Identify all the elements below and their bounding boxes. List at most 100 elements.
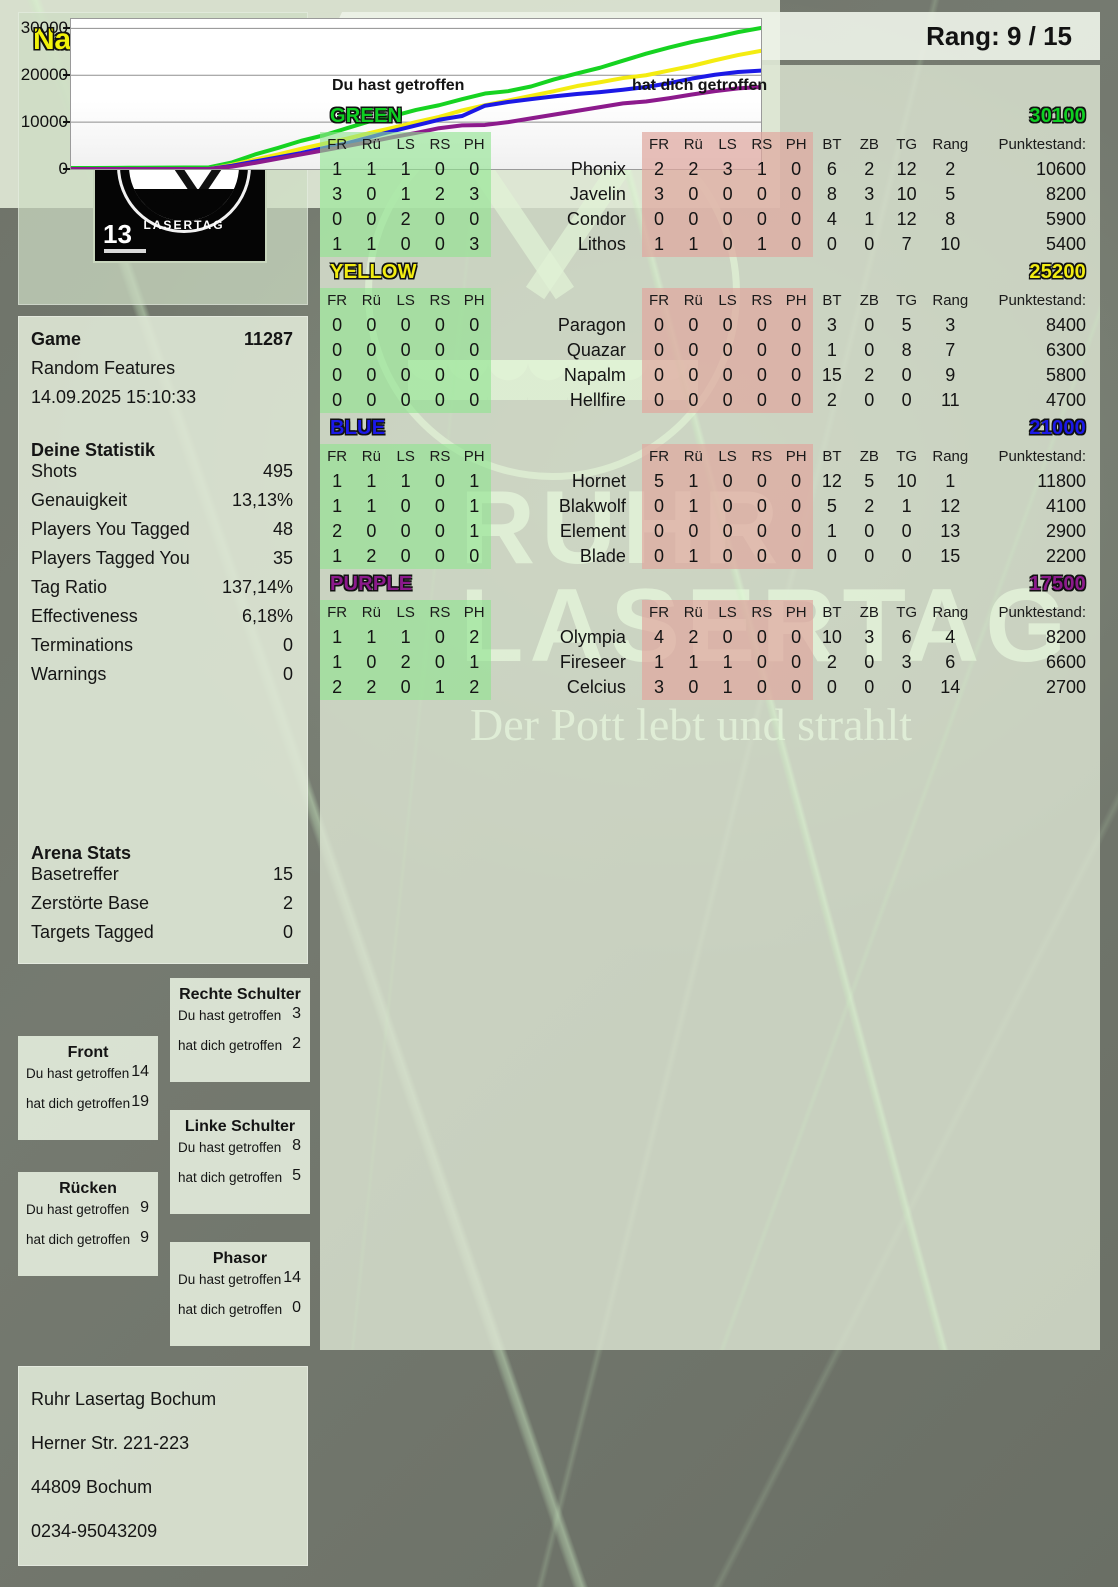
you-tagged-cell: 0: [320, 388, 355, 413]
col-head-them-RS: RS: [744, 132, 779, 157]
tagged-you-cell: 0: [778, 469, 814, 494]
table-row: 2 2 0 1 2 Celcius 3 0 1 0 0 0 0 0 14 2700: [320, 675, 1100, 700]
game-label: Game: [31, 329, 82, 349]
you-tagged-cell: 1: [422, 675, 458, 700]
col-head-them-RS: RS: [744, 600, 779, 625]
player-name-cell: Fireseer: [559, 652, 626, 672]
hit-value: 8: [292, 1137, 301, 1154]
body-part-taken-row: hat dich getroffen 0: [170, 1298, 310, 1328]
scoreboard-content: Du hast getroffen hat dich getroffen GRE…: [320, 65, 1100, 700]
zb-cell: 0: [864, 234, 875, 254]
table-row: 1 1 0 0 3 Lithos 1 1 0 1 0 0 0 7 10 5400: [320, 232, 1100, 257]
bt-cell: 8: [826, 184, 837, 204]
bt-cell: 2: [826, 390, 837, 410]
taken-value: 0: [292, 1299, 301, 1316]
body-part-taken-row: hat dich getroffen 5: [170, 1166, 310, 1196]
col-head-player-name: [491, 600, 642, 625]
badge-number: 13: [103, 219, 132, 249]
tagged-you-cell: 0: [778, 232, 814, 257]
game-mode-row: Random Features: [19, 358, 307, 387]
stat-row: Tag Ratio 137,14%: [19, 577, 307, 606]
taken-label: hat dich getroffen: [26, 1096, 131, 1111]
col-head-bt: BT: [822, 292, 842, 309]
team-title: YELLOW 25200: [320, 261, 1100, 288]
tg-cell: 12: [896, 159, 917, 179]
tagged-you-cell: 0: [710, 313, 745, 338]
hit-label: Du hast getroffen: [178, 1272, 282, 1287]
zb-cell: 5: [864, 471, 875, 491]
tg-cell: 7: [901, 234, 912, 254]
bt-cell: 10: [821, 627, 842, 647]
stat-value: 6,18%: [241, 606, 293, 626]
team-name-label: YELLOW: [330, 261, 417, 283]
stat-label: Players You Tagged: [31, 519, 190, 539]
stat-value: 137,14%: [221, 577, 293, 597]
team-block: GREEN 30100 FR Rü LS RS PH FR Rü LS RS PH BT ZB TG Rang…: [320, 105, 1100, 257]
you-tagged-cell: 2: [354, 544, 389, 569]
you-tagged-cell: 0: [388, 544, 423, 569]
tagged-you-cell: 3: [641, 675, 677, 700]
you-tagged-cell: 0: [422, 544, 458, 569]
points-cell: 4100: [1045, 496, 1086, 516]
tg-cell: 10: [896, 471, 917, 491]
tagged-you-cell: 4: [641, 625, 677, 650]
col-head-you-Rü: Rü: [354, 288, 389, 313]
tagged-you-cell: 0: [641, 494, 677, 519]
col-head-tg: TG: [896, 448, 918, 465]
col-head-rang: Rang: [932, 604, 969, 621]
points-cell: 6600: [1045, 652, 1086, 672]
body-part-taken-row: hat dich getroffen 9: [18, 1228, 158, 1258]
body-part-title: Linke Schulter: [184, 1118, 296, 1135]
points-cell: 10600: [1035, 159, 1086, 179]
tagged-you-cell: 1: [744, 232, 779, 257]
body-part-front: Front Du hast getroffen 14 hat dich getr…: [18, 1036, 158, 1140]
arena-stat-value: 15: [272, 864, 293, 884]
arena-stat-row: Zerstörte Base 2: [19, 893, 307, 922]
tagged-you-cell: 1: [676, 650, 711, 675]
you-tagged-cell: 0: [457, 544, 492, 569]
watermark-tagline: Der Pott lebt und strahlt: [470, 699, 913, 750]
rang-cell: 6: [945, 652, 956, 672]
tagged-you-cell: 0: [744, 650, 779, 675]
player-name-cell: Javelin: [569, 184, 626, 204]
col-head-them-Rü: Rü: [676, 288, 711, 313]
you-tagged-cell: 1: [388, 625, 423, 650]
you-tagged-cell: 0: [388, 338, 423, 363]
col-head-tg: TG: [896, 136, 918, 153]
bt-cell: 15: [821, 365, 842, 385]
tagged-you-cell: 0: [641, 388, 677, 413]
chart-y-tick-mark: [63, 168, 70, 170]
stat-label: Warnings: [31, 664, 107, 684]
tagged-you-cell: 0: [778, 544, 814, 569]
taken-value: 9: [140, 1229, 149, 1246]
tagged-you-cell: 1: [676, 494, 711, 519]
col-head-player-name: [491, 132, 642, 157]
arena-stats-title: Arena Stats: [31, 843, 132, 863]
tagged-you-cell: 0: [744, 207, 779, 232]
zb-cell: 3: [864, 627, 875, 647]
you-tagged-cell: 0: [388, 388, 423, 413]
col-head-them-PH: PH: [778, 132, 814, 157]
tagged-you-cell: 1: [744, 157, 779, 182]
you-tagged-cell: 0: [354, 313, 389, 338]
you-tagged-cell: 1: [354, 157, 389, 182]
tagged-you-cell: 0: [641, 519, 677, 544]
points-cell: 5400: [1045, 234, 1086, 254]
tagged-you-cell: 0: [710, 494, 745, 519]
team-title: GREEN 30100: [320, 105, 1100, 132]
rang-cell: 14: [940, 677, 961, 697]
rang-cell: 8: [945, 209, 956, 229]
tagged-you-cell: 2: [641, 157, 677, 182]
col-head-rang: Rang: [932, 136, 969, 153]
you-tagged-cell: 2: [457, 675, 492, 700]
body-part-title: Front: [67, 1044, 109, 1061]
zb-cell: 2: [864, 496, 875, 516]
rang-cell: 10: [940, 234, 961, 254]
you-tagged-cell: 1: [354, 625, 389, 650]
body-part-taken-row: hat dich getroffen 2: [170, 1034, 310, 1064]
tagged-you-cell: 0: [676, 313, 711, 338]
col-head-them-FR: FR: [641, 288, 677, 313]
col-head-you-FR: FR: [320, 600, 355, 625]
tagged-you-cell: 1: [641, 232, 677, 257]
player-name-cell: Hornet: [571, 471, 626, 491]
